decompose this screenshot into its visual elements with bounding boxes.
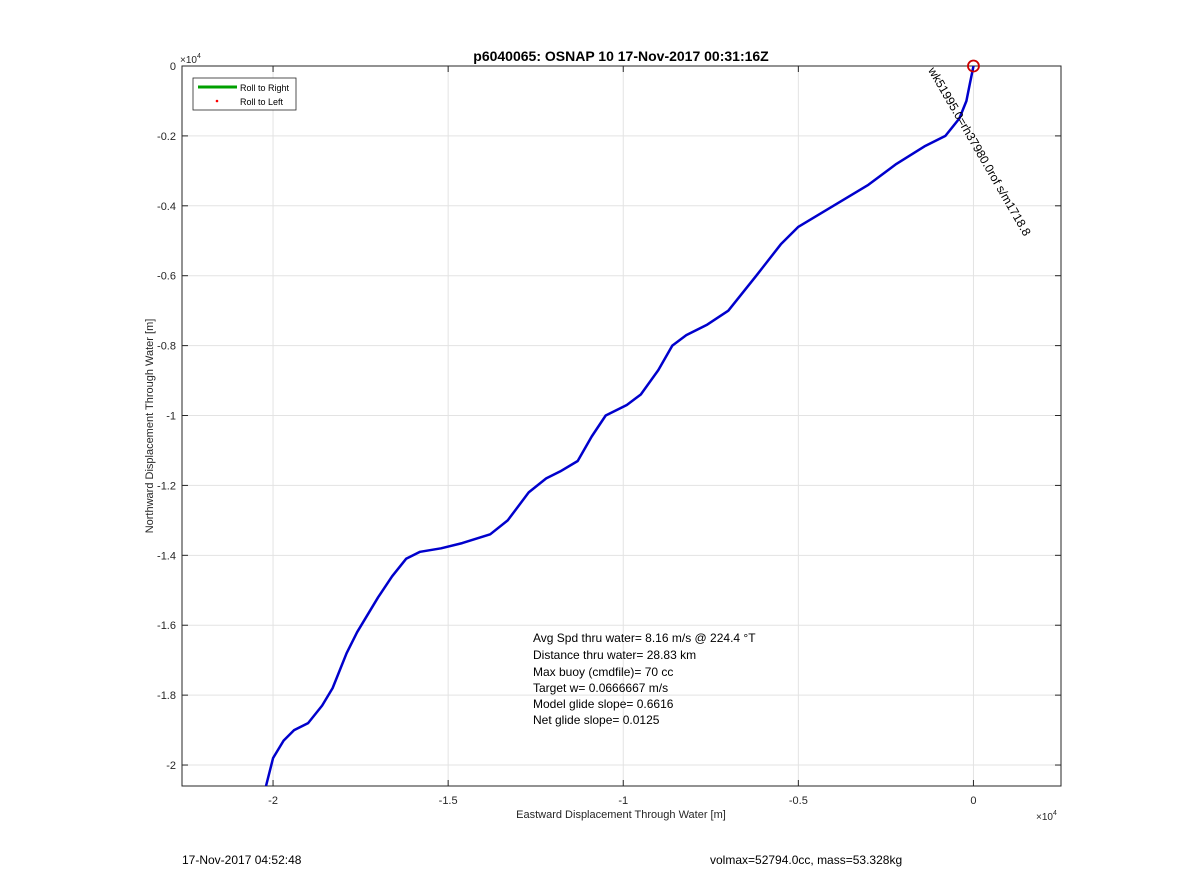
legend-label-roll-left: Roll to Left xyxy=(240,97,284,107)
chart-title: p6040065: OSNAP 10 17-Nov-2017 00:31:16Z xyxy=(473,48,769,64)
x-axis-label: Eastward Displacement Through Water [m] xyxy=(516,809,726,821)
y-tick-label: -0.8 xyxy=(157,341,176,353)
start-marker xyxy=(967,59,980,73)
track-label-group: wk51995.0=rh37980.0rof s/m1718.8 xyxy=(925,64,1034,239)
annotation-target-w: Target w= 0.0666667 m/s xyxy=(533,681,668,695)
y-exponent-power: 4 xyxy=(197,53,201,60)
y-tick-label: -1 xyxy=(166,411,176,423)
y-tick-label: -0.4 xyxy=(157,201,176,213)
legend-swatch-roll-left xyxy=(215,99,219,103)
svg-text:×104: ×104 xyxy=(180,53,201,66)
y-tick-label: -1.2 xyxy=(157,480,176,492)
annotation-model-glide-slope: Model glide slope= 0.6616 xyxy=(533,697,674,711)
y-axis-label: Northward Displacement Through Water [m] xyxy=(144,319,156,534)
y-tick-label: -1.8 xyxy=(157,690,176,702)
stats-annotation: Avg Spd thru water= 8.16 m/s @ 224.4 °T … xyxy=(533,631,756,727)
x-tick-label: -0.5 xyxy=(789,795,808,807)
track-line xyxy=(264,66,975,786)
legend-label-roll-right: Roll to Right xyxy=(240,83,290,93)
x-exponent-label: ×104 xyxy=(1036,810,1057,823)
y-tick-label: 0 xyxy=(170,61,176,73)
y-tick-label: -0.2 xyxy=(157,131,176,143)
legend-box xyxy=(192,77,297,111)
x-tick-label: -2 xyxy=(268,795,278,807)
plot-area-border xyxy=(181,65,1062,787)
y-tick-label: -0.6 xyxy=(157,271,176,283)
legend: Roll to Right Roll to Left xyxy=(192,77,297,111)
x-tick-label: -1.5 xyxy=(439,795,458,807)
track-series xyxy=(264,66,975,786)
footer-date: 17-Nov-2017 04:52:48 xyxy=(182,853,302,867)
x-tick-label: 0 xyxy=(970,795,976,807)
y-exponent-label: ×104 xyxy=(180,53,201,66)
annotation-distance: Distance thru water= 28.83 km xyxy=(533,648,696,662)
x-exponent-power: 4 xyxy=(1053,810,1057,817)
y-exponent-base: ×10 xyxy=(180,55,197,66)
track-label: wk51995.0=rh37980.0rof s/m1718.8 xyxy=(925,64,1034,239)
annotation-net-glide-slope: Net glide slope= 0.0125 xyxy=(533,713,660,727)
x-tick-label: -1 xyxy=(618,795,628,807)
axis-ticks xyxy=(182,65,1061,786)
annotation-max-buoy: Max buoy (cmdfile)= 70 cc xyxy=(533,665,673,679)
y-tick-label: -2 xyxy=(166,760,176,772)
y-tick-label: -1.4 xyxy=(157,550,176,562)
y-tick-label: -1.6 xyxy=(157,620,176,632)
axis-tick-labels: -2 -1.5 -1 -0.5 0 0 -0.2 -0.4 -0.6 -0.8 -1 -1.2 -1.4… xyxy=(157,61,976,807)
start-marker-group xyxy=(967,59,980,73)
svg-text:×104: ×104 xyxy=(1036,810,1057,823)
x-exponent-base: ×10 xyxy=(1036,812,1053,823)
annotation-avg-speed: Avg Spd thru water= 8.16 m/s @ 224.4 °T xyxy=(533,631,756,645)
footer-volmax-mass: volmax=52794.0cc, mass=53.328kg xyxy=(710,853,903,867)
